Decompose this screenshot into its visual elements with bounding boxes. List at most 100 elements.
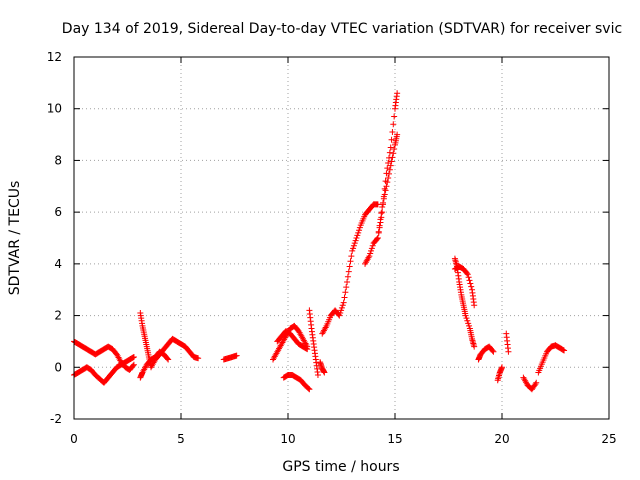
data-point	[376, 222, 383, 229]
data-point	[462, 312, 469, 319]
series-arc-b	[71, 338, 137, 373]
data-point	[388, 158, 395, 165]
data-point	[391, 146, 398, 153]
data-point	[353, 235, 360, 241]
series-arc-k	[319, 201, 381, 337]
data-point	[466, 277, 473, 284]
x-tick-label: 15	[387, 432, 402, 446]
data-point	[349, 247, 356, 254]
data-point	[467, 280, 474, 287]
series-arc-d	[137, 348, 172, 381]
data-point	[464, 317, 471, 324]
data-point	[388, 136, 395, 143]
series-arc-h	[280, 372, 313, 393]
y-tick-label: 4	[54, 257, 62, 271]
series-arc-i	[306, 307, 321, 379]
data-point	[384, 179, 391, 186]
series-arc-c	[137, 309, 202, 371]
y-tick-label: 0	[54, 360, 62, 374]
series-arc-g	[274, 328, 311, 353]
x-axis-label: GPS time / hours	[282, 459, 399, 475]
series-arc-e	[220, 352, 240, 363]
data-point	[389, 154, 396, 161]
data-point	[341, 294, 348, 301]
data-point	[306, 386, 313, 393]
data-point	[471, 343, 478, 350]
data-point	[379, 209, 386, 216]
data-point	[385, 160, 392, 167]
data-point	[465, 320, 472, 327]
data-point	[375, 228, 382, 235]
data-point	[368, 245, 375, 252]
data-point	[386, 166, 393, 173]
data-point	[390, 121, 397, 128]
data-point	[336, 312, 343, 319]
data-point	[339, 302, 346, 309]
data-point	[561, 347, 568, 354]
data-point	[233, 352, 240, 359]
data-point	[346, 263, 353, 270]
grid-lines	[74, 57, 609, 419]
data-point	[381, 191, 388, 198]
data-point	[369, 242, 376, 249]
data-point	[374, 235, 381, 241]
data-point	[499, 364, 505, 371]
data-point	[130, 354, 137, 361]
data-point	[195, 355, 202, 362]
x-tick-label: 20	[494, 432, 509, 446]
data-point	[465, 274, 472, 281]
data-point	[532, 381, 539, 388]
data-point	[383, 170, 390, 177]
data-point	[344, 273, 351, 280]
data-point	[338, 307, 345, 314]
data-point	[374, 201, 381, 208]
data-point	[505, 348, 512, 355]
data-point	[394, 90, 401, 97]
data-point	[367, 250, 374, 257]
data-point	[379, 203, 386, 210]
data-point	[374, 236, 381, 243]
data-point	[314, 372, 321, 379]
data-point	[386, 149, 393, 156]
data-point	[463, 315, 470, 322]
data-point	[354, 232, 361, 239]
data-point	[394, 131, 401, 138]
data-point	[380, 199, 387, 206]
series-arc-j	[317, 359, 328, 376]
data-point	[389, 128, 396, 135]
data-point	[345, 268, 352, 275]
data-point	[560, 346, 567, 353]
series-arc-r	[503, 330, 512, 355]
data-point	[130, 353, 137, 360]
series-arc-m	[374, 131, 401, 241]
data-point	[490, 348, 497, 355]
data-point	[387, 144, 394, 151]
data-point	[355, 229, 362, 236]
data-point	[342, 289, 349, 296]
data-point	[383, 183, 390, 190]
data-point	[304, 346, 311, 353]
data-point	[338, 304, 345, 311]
data-point	[390, 150, 397, 157]
series-arc-t	[535, 342, 568, 376]
data-point	[350, 242, 357, 249]
y-axis-label: SDTVAR / TECUs	[7, 181, 23, 296]
series-arc-q	[494, 364, 505, 384]
data-point	[321, 369, 328, 376]
series-arc-f	[270, 322, 311, 363]
data-points	[71, 90, 568, 393]
y-tick-label: 6	[54, 205, 62, 219]
y-tick-label: 8	[54, 153, 62, 167]
data-point	[387, 162, 394, 169]
data-point	[385, 175, 392, 182]
series-arc-o	[451, 263, 478, 309]
data-point	[391, 113, 398, 120]
data-point	[378, 210, 385, 217]
data-point	[377, 216, 384, 223]
data-point	[350, 245, 357, 252]
data-point	[463, 270, 470, 277]
data-point	[343, 284, 350, 291]
data-point	[533, 379, 540, 386]
data-point	[386, 154, 393, 161]
